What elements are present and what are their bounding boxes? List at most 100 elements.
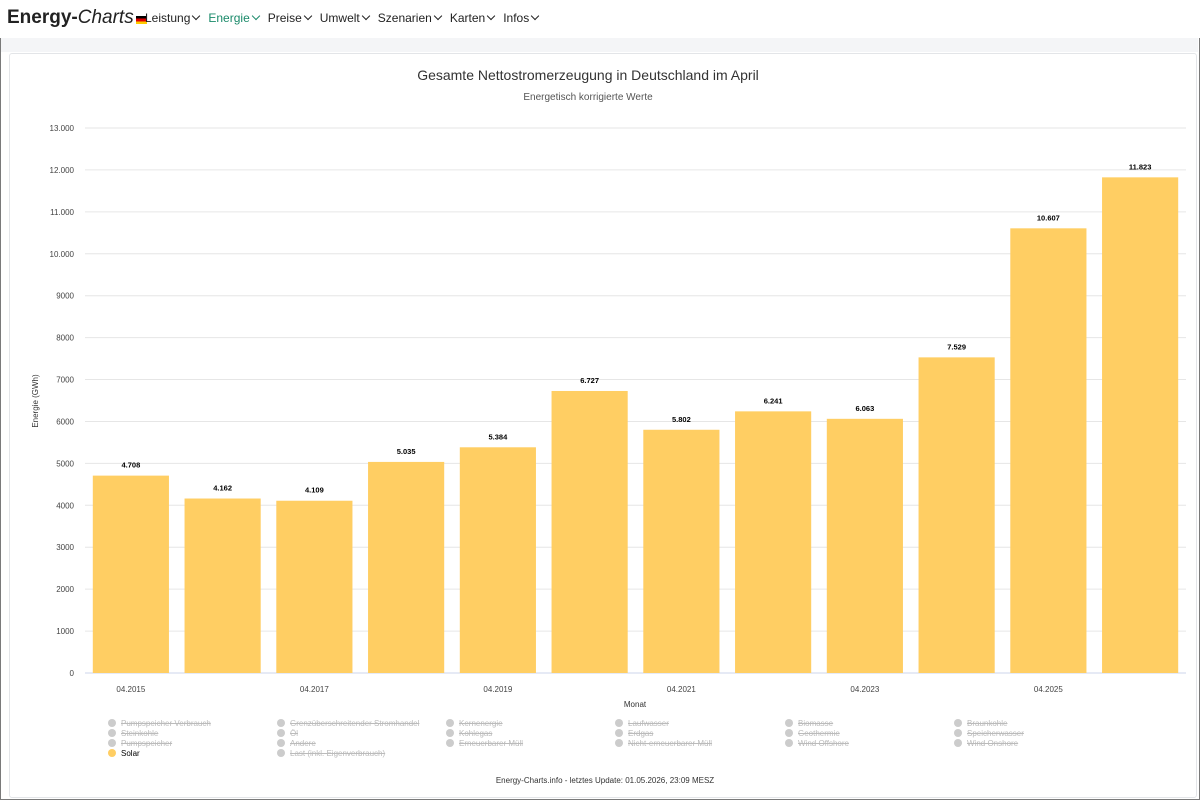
bar-value-label: 5.035	[397, 447, 416, 456]
bar-solar[interactable]	[826, 418, 903, 673]
legend-label: Pumpspeicher	[121, 739, 173, 748]
legend-item[interactable]: Geothermie	[785, 729, 840, 738]
bar-solar[interactable]	[276, 500, 353, 673]
bar-solar[interactable]	[368, 461, 445, 673]
legend-item[interactable]: Biomasse	[785, 719, 833, 728]
bar-solar[interactable]	[184, 498, 261, 673]
legend-dot-icon	[277, 729, 285, 737]
y-tick-label: 13.000	[50, 124, 75, 133]
menu-energie[interactable]: Energie	[208, 11, 260, 25]
bar-value-label: 5.384	[488, 432, 508, 441]
legend-item[interactable]: Braunkohle	[954, 719, 1007, 728]
bar-value-label: 6.727	[580, 376, 599, 385]
legend-item[interactable]: Solar	[108, 749, 140, 758]
legend-label: Grenzüberschreitender Stromhandel	[290, 719, 420, 728]
logo-main-text: Energy-	[7, 7, 78, 28]
legend-item[interactable]: Kohlegas	[446, 729, 492, 738]
x-tick-label: 04.2021	[667, 685, 696, 694]
chart-title: Gesamte Nettostromerzeugung in Deutschla…	[417, 67, 759, 83]
legend-dot-icon	[108, 739, 116, 747]
legend-label: Nicht-erneuerbarer Müll	[628, 739, 713, 748]
legend-dot-icon	[446, 739, 454, 747]
y-tick-label: 3000	[56, 543, 74, 552]
main-menu: Leistung Energie Preise Umwelt Szenarien…	[145, 11, 540, 25]
menu-szenarien[interactable]: Szenarien	[378, 11, 443, 25]
legend-dot-icon	[954, 729, 962, 737]
bar-value-label: 6.241	[764, 396, 783, 405]
legend-item[interactable]: Grenzüberschreitender Stromhandel	[277, 719, 419, 728]
bar-solar[interactable]	[1010, 228, 1087, 673]
legend-item[interactable]: Andere	[277, 739, 316, 748]
legend-dot-icon	[108, 719, 116, 727]
header-band	[1, 38, 1198, 52]
menu-karten[interactable]: Karten	[450, 11, 496, 25]
legend-label: Pumpspeicher Verbrauch	[121, 719, 211, 728]
y-tick-label: 9000	[56, 292, 74, 301]
y-tick-label: 7000	[56, 376, 74, 385]
legend-item[interactable]: Pumpspeicher Verbrauch	[108, 719, 211, 728]
legend-item[interactable]: Erdgas	[615, 729, 653, 738]
chart-subtitle: Energetisch korrigierte Werte	[523, 92, 653, 103]
y-tick-label: 1000	[56, 627, 74, 636]
y-tick-label: 4000	[56, 501, 74, 510]
bar-solar[interactable]	[643, 429, 720, 673]
menu-infos[interactable]: Infos	[503, 11, 540, 25]
site-logo[interactable]: Energy-Charts	[7, 7, 147, 29]
legend-dot-icon	[277, 719, 285, 727]
legend-item[interactable]: Wind Offshore	[785, 739, 849, 748]
legend-dot-icon	[615, 729, 623, 737]
legend-label: Geothermie	[798, 729, 840, 738]
bar-value-label: 4.109	[305, 486, 324, 495]
legend-dot-icon	[277, 739, 285, 747]
legend-dot-icon	[615, 719, 623, 727]
footer-update: Energy-Charts.info - letztes Update: 01.…	[495, 776, 715, 785]
legend-item[interactable]: Laufwasser	[615, 719, 669, 728]
legend-item[interactable]: Öl	[277, 729, 298, 738]
legend-dot-icon	[785, 719, 793, 727]
legend-dot-icon	[785, 729, 793, 737]
x-axis-title: Monat	[624, 700, 647, 709]
legend-label: Laufwasser	[628, 719, 669, 728]
x-tick-label: 04.2019	[483, 685, 512, 694]
legend-label: Öl	[290, 729, 298, 738]
legend-dot-icon	[108, 729, 116, 737]
legend-label: Steinkohle	[121, 729, 159, 738]
x-tick-label: 04.2015	[116, 685, 145, 694]
menu-leistung[interactable]: Leistung	[145, 11, 201, 25]
legend-label: Kohlegas	[459, 729, 493, 738]
legend-label: Wind Offshore	[798, 739, 849, 748]
legend-dot-icon	[954, 739, 962, 747]
bar-value-label: 10.607	[1037, 213, 1060, 222]
legend-dot-icon	[615, 739, 623, 747]
legend-item[interactable]: Wind Onshore	[954, 739, 1018, 748]
legend-item[interactable]: Pumpspeicher	[108, 739, 172, 748]
y-tick-label: 2000	[56, 585, 74, 594]
legend-item[interactable]: Kernenergie	[446, 719, 503, 728]
legend-label: Kernenergie	[459, 719, 503, 728]
bar-value-label: 6.063	[855, 404, 874, 413]
y-tick-label: 10.000	[50, 250, 75, 259]
bar-solar[interactable]	[918, 357, 995, 673]
legend-item[interactable]: Last (inkl. Eigenverbrauch)	[277, 749, 385, 758]
bar-value-label: 11.823	[1129, 162, 1152, 171]
legend-label: Solar	[121, 749, 140, 758]
legend-item[interactable]: Steinkohle	[108, 729, 158, 738]
menu-preise[interactable]: Preise	[268, 11, 313, 25]
german-flag-icon	[135, 16, 147, 24]
y-tick-label: 12.000	[50, 166, 75, 175]
y-tick-label: 6000	[56, 417, 74, 426]
bar-solar[interactable]	[92, 475, 169, 673]
x-tick-label: 04.2023	[850, 685, 879, 694]
bar-solar[interactable]	[1102, 177, 1179, 674]
y-tick-label: 0	[70, 669, 75, 678]
bar-solar[interactable]	[735, 411, 812, 673]
legend-label: Erdgas	[628, 729, 654, 738]
bar-solar[interactable]	[551, 390, 628, 673]
bar-solar[interactable]	[459, 447, 536, 673]
legend-item[interactable]: Nicht-erneuerbarer Müll	[615, 739, 712, 748]
bar-value-label: 7.529	[947, 342, 966, 351]
y-axis-title: Energie (GWh)	[31, 374, 40, 428]
menu-umwelt[interactable]: Umwelt	[320, 11, 371, 25]
legend-item[interactable]: Speicherwasser	[954, 729, 1024, 738]
legend-item[interactable]: Erneuerbarer Müll	[446, 739, 523, 748]
